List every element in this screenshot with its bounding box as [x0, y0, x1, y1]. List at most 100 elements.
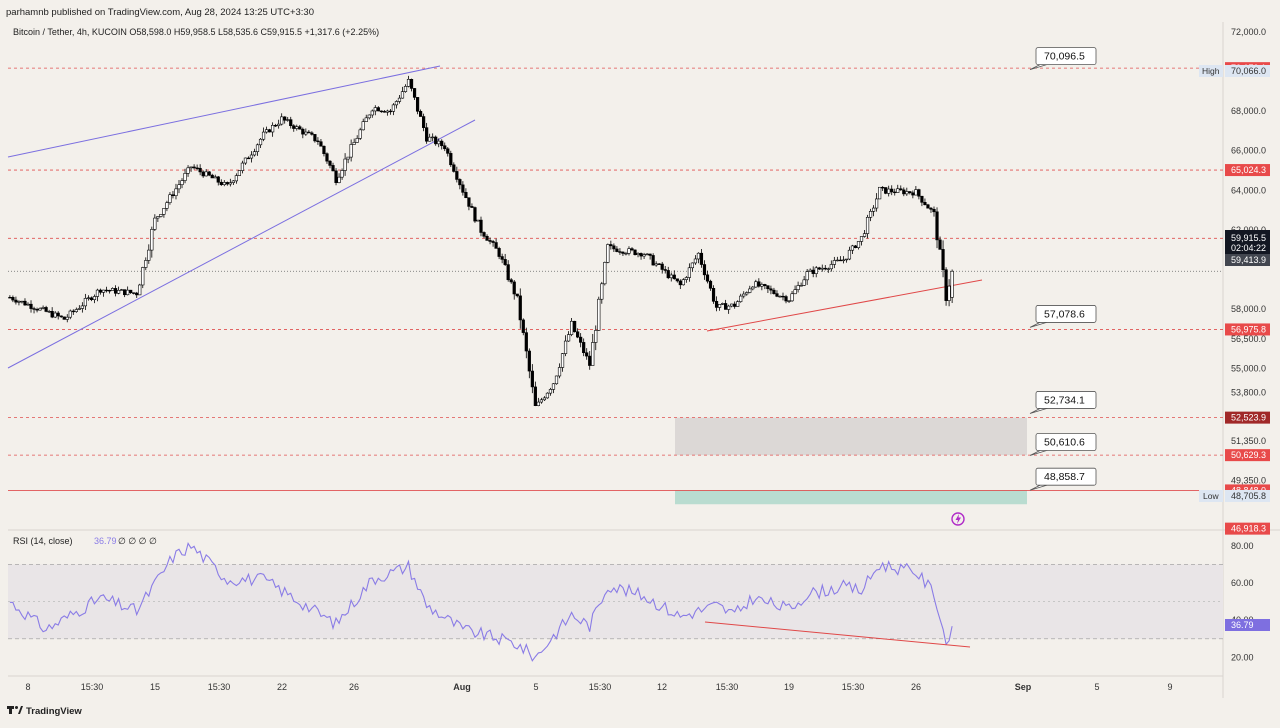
candle-up[interactable] — [606, 244, 610, 263]
candle-down[interactable] — [322, 145, 326, 154]
candle-down[interactable] — [585, 352, 589, 357]
candle-down[interactable] — [434, 136, 438, 145]
candle-up[interactable] — [551, 383, 556, 390]
supply-zone-gray[interactable] — [675, 417, 1027, 456]
candle-down[interactable] — [938, 239, 942, 250]
candle-up[interactable] — [346, 156, 350, 160]
candle-down[interactable] — [452, 164, 456, 172]
candle-down[interactable] — [576, 331, 580, 338]
candle-up[interactable] — [110, 288, 115, 291]
candle-down[interactable] — [781, 295, 785, 298]
candle-up[interactable] — [856, 241, 861, 248]
candle-up[interactable] — [802, 279, 806, 286]
candle-down[interactable] — [775, 293, 779, 297]
candle-down[interactable] — [283, 116, 287, 121]
candle-down[interactable] — [515, 293, 519, 297]
candle-up[interactable] — [832, 260, 836, 265]
callout-box[interactable] — [1035, 433, 1097, 451]
callout-box[interactable] — [1035, 467, 1097, 486]
candle-up[interactable] — [144, 260, 148, 268]
candle-down[interactable] — [724, 303, 728, 310]
candle-down[interactable] — [920, 195, 924, 203]
candle-up[interactable] — [258, 138, 263, 146]
candle-up[interactable] — [373, 107, 377, 112]
candle-down[interactable] — [388, 110, 393, 113]
candle-down[interactable] — [500, 256, 504, 260]
candle-up[interactable] — [159, 214, 163, 217]
candle-down[interactable] — [699, 252, 704, 265]
candle-up[interactable] — [162, 208, 166, 215]
candle-up[interactable] — [101, 289, 106, 293]
candle-up[interactable] — [240, 162, 245, 171]
candle-down[interactable] — [135, 292, 139, 296]
candle-down[interactable] — [325, 153, 329, 162]
candle-up[interactable] — [249, 154, 254, 159]
candle-down[interactable] — [210, 174, 214, 179]
candle-down[interactable] — [733, 303, 737, 307]
candle-up[interactable] — [841, 259, 845, 262]
candle-down[interactable] — [8, 296, 12, 299]
candle-down[interactable] — [29, 303, 33, 309]
candle-down[interactable] — [331, 165, 335, 172]
candle-down[interactable] — [932, 209, 936, 213]
candle-up[interactable] — [717, 304, 722, 308]
candle-down[interactable] — [129, 289, 133, 294]
callout-box[interactable] — [1035, 391, 1097, 409]
candle-up[interactable] — [180, 180, 184, 186]
candle-up[interactable] — [186, 167, 190, 174]
candle-down[interactable] — [524, 332, 528, 352]
candle-up[interactable] — [271, 124, 275, 133]
candle-down[interactable] — [621, 251, 625, 254]
candle-down[interactable] — [530, 370, 534, 388]
candle-up[interactable] — [566, 334, 571, 342]
candle-up[interactable] — [563, 340, 568, 354]
candle-up[interactable] — [385, 110, 389, 113]
candle-down[interactable] — [425, 127, 429, 142]
candle-down[interactable] — [506, 264, 510, 281]
candle-up[interactable] — [654, 263, 658, 266]
candle-down[interactable] — [479, 219, 483, 233]
candle-up[interactable] — [950, 270, 954, 298]
candle-down[interactable] — [62, 316, 66, 320]
candle-down[interactable] — [705, 274, 710, 282]
candle-down[interactable] — [467, 197, 471, 207]
candle-down[interactable] — [44, 307, 48, 312]
candle-up[interactable] — [361, 121, 365, 131]
candle-up[interactable] — [228, 182, 232, 185]
candle-down[interactable] — [639, 253, 643, 257]
candle-up[interactable] — [751, 286, 755, 290]
candle-up[interactable] — [878, 186, 882, 200]
candle-up[interactable] — [696, 252, 701, 260]
candle-up[interactable] — [868, 211, 873, 218]
candle-up[interactable] — [896, 188, 900, 193]
candle-up[interactable] — [406, 79, 411, 87]
candle-up[interactable] — [793, 289, 797, 295]
candle-down[interactable] — [458, 179, 462, 186]
candle-up[interactable] — [231, 180, 235, 183]
candle-up[interactable] — [748, 288, 752, 293]
candle-down[interactable] — [192, 166, 196, 169]
candle-up[interactable] — [77, 308, 81, 310]
candle-up[interactable] — [624, 252, 628, 255]
candle-up[interactable] — [720, 303, 725, 305]
candle-up[interactable] — [304, 131, 308, 135]
candle-up[interactable] — [20, 300, 24, 303]
candle-up[interactable] — [428, 136, 432, 142]
candle-down[interactable] — [521, 319, 525, 333]
candle-up[interactable] — [243, 157, 248, 164]
candle-up[interactable] — [778, 295, 782, 298]
candle-up[interactable] — [80, 305, 84, 309]
candle-down[interactable] — [98, 289, 103, 293]
candle-up[interactable] — [850, 245, 855, 251]
candle-down[interactable] — [415, 97, 420, 112]
rsi-divergence-line[interactable] — [704, 621, 971, 648]
candle-down[interactable] — [219, 181, 223, 185]
candle-up[interactable] — [645, 253, 649, 256]
candle-up[interactable] — [569, 320, 574, 335]
candle-down[interactable] — [884, 187, 888, 194]
candle-up[interactable] — [204, 171, 208, 177]
candle-up[interactable] — [557, 367, 562, 377]
candle-down[interactable] — [201, 171, 205, 177]
candle-up[interactable] — [174, 188, 178, 196]
candle-down[interactable] — [648, 253, 652, 256]
